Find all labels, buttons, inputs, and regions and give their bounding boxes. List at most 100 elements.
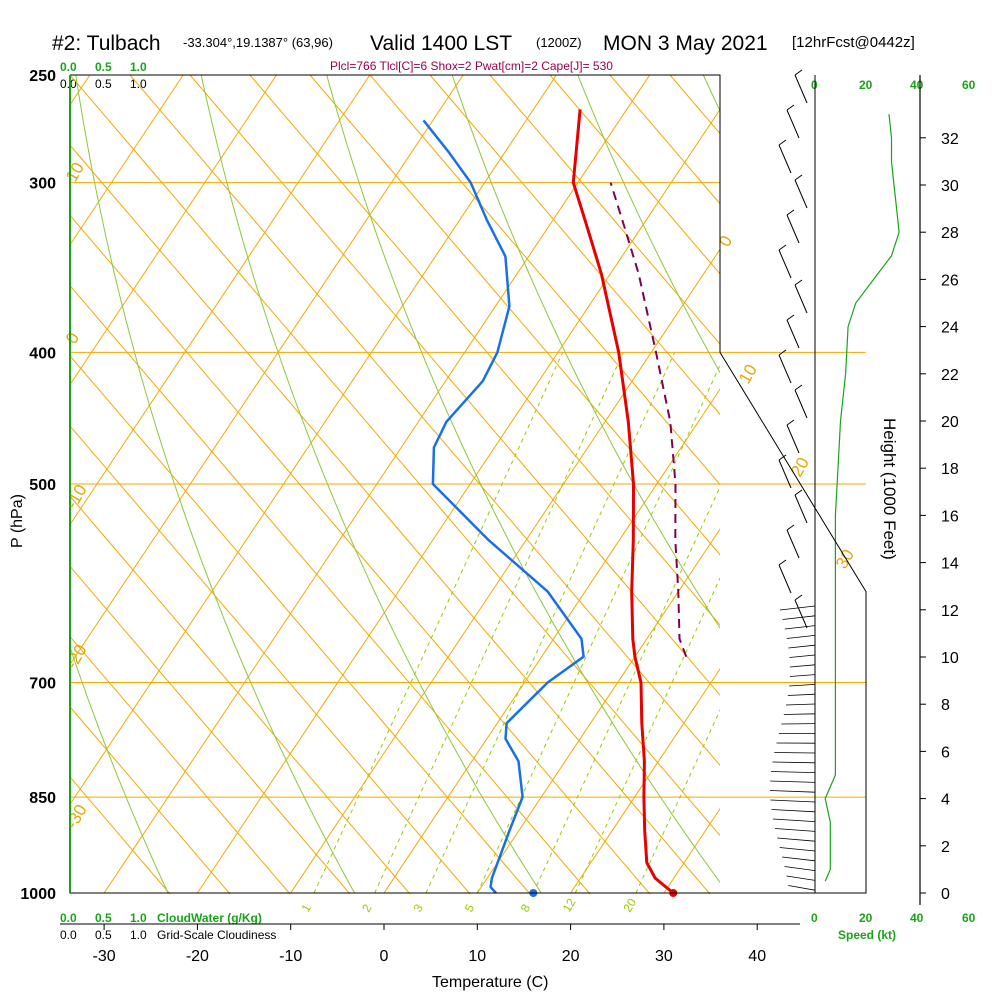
wind-barb-low-19 bbox=[769, 790, 816, 793]
speed-tick-bottom-2: 40 bbox=[910, 911, 924, 925]
isotherm-50 bbox=[851, 75, 1000, 893]
speed-tick-top-1: 20 bbox=[859, 78, 873, 92]
cloudiness-tick-bottom-0: 0.0 bbox=[60, 928, 77, 942]
mixing-ratio-line-2 bbox=[425, 352, 676, 894]
data-layer bbox=[422, 69, 900, 897]
wind-barb-0 bbox=[794, 74, 808, 104]
wind-barb-low-18 bbox=[770, 780, 816, 783]
y-axis-title: P (hPa) bbox=[9, 494, 26, 548]
mixing-ratio-label-2: 3 bbox=[410, 901, 426, 914]
cross-line-5 bbox=[369, 75, 720, 486]
height-tick-label-18: 18 bbox=[941, 461, 959, 478]
height-tick-label-14: 14 bbox=[941, 556, 959, 573]
wind-barb-flag-3 bbox=[794, 174, 803, 181]
height-tick-label-32: 32 bbox=[941, 131, 959, 148]
height-tick-label-10: 10 bbox=[941, 650, 959, 667]
x-tick-label-10: 10 bbox=[468, 948, 486, 965]
wind-barb-flag-9 bbox=[794, 384, 803, 391]
wind-barb-low-26 bbox=[782, 856, 816, 862]
mixing-ratio-line-0 bbox=[313, 352, 564, 894]
speed-tick-bottom-1: 20 bbox=[859, 911, 873, 925]
y2-axis-title: Height (1000 Feet) bbox=[880, 418, 899, 560]
wind-barb-6 bbox=[794, 284, 808, 314]
wind-barb-low-10 bbox=[785, 703, 816, 706]
diagnostics-line: Plcl=766 Tlcl[C]=6 Shox=2 Pwat[cm]=2 Cap… bbox=[330, 59, 613, 73]
cross-line-6 bbox=[429, 75, 720, 416]
wind-barb-13 bbox=[786, 529, 800, 559]
wind-barb-flag-11 bbox=[778, 454, 787, 461]
mixing-ratio-label-6: 20 bbox=[620, 896, 639, 915]
wind-barb-3 bbox=[794, 179, 808, 209]
height-tick-label-0: 0 bbox=[941, 886, 950, 903]
height-tick-label-16: 16 bbox=[941, 508, 959, 525]
wind-barb-low-23 bbox=[774, 828, 816, 832]
title-fcst: [12hrFcst@0442z] bbox=[792, 34, 915, 51]
wind-barb-flag-14 bbox=[778, 559, 787, 566]
p-tick-label-400: 400 bbox=[29, 345, 56, 362]
wind-barb-flag-10 bbox=[786, 419, 795, 426]
isotherm-label-0: 10 bbox=[62, 159, 88, 185]
height-tick-label-4: 4 bbox=[941, 792, 950, 809]
cloudwater-label: CloudWater (g/Kg) bbox=[157, 911, 262, 925]
wind-barb-low-2 bbox=[784, 625, 816, 630]
height-tick-label-28: 28 bbox=[941, 225, 959, 242]
wind-barb-flag-6 bbox=[794, 279, 803, 286]
p-tick-label-300: 300 bbox=[29, 176, 56, 193]
speed-tick-bottom-0: 0 bbox=[811, 911, 818, 925]
wind-barb-low-27 bbox=[784, 866, 816, 871]
dry-adiabat-310 bbox=[326, 75, 720, 884]
cloudwater-tick-top-2: 1.0 bbox=[130, 60, 147, 74]
p-tick-label-850: 850 bbox=[29, 790, 56, 807]
dry-adiabat-250 bbox=[70, 645, 169, 894]
x-tick-label-20: 20 bbox=[562, 948, 580, 965]
wind-barb-4 bbox=[786, 214, 800, 244]
wind-barb-low-16 bbox=[772, 761, 816, 764]
cloudiness-tick-top-0: 0.0 bbox=[60, 77, 77, 91]
wind-barb-flag-1 bbox=[786, 104, 795, 111]
cloudiness-tick-bottom-1: 0.5 bbox=[95, 928, 112, 942]
height-tick-label-12: 12 bbox=[941, 603, 959, 620]
x-tick-label-30: 30 bbox=[655, 948, 673, 965]
height-tick-label-6: 6 bbox=[941, 744, 950, 761]
isotherm-label-ext-0: 20 bbox=[787, 454, 813, 480]
p-tick-label-1000: 1000 bbox=[20, 886, 56, 903]
wind-barb-7 bbox=[786, 319, 800, 349]
wind-barb-flag-8 bbox=[778, 349, 787, 356]
isotherm-label-2: -10 bbox=[62, 481, 91, 512]
wind-barb-12 bbox=[794, 494, 808, 524]
x-tick-label-40: 40 bbox=[748, 948, 766, 965]
dry-adiabat-350 bbox=[577, 75, 720, 374]
wind-speed-line bbox=[824, 114, 900, 882]
wind-barb-low-1 bbox=[782, 615, 816, 620]
cloudwater-tick-bottom-2: 1.0 bbox=[130, 911, 147, 925]
wind-barb-low-20 bbox=[770, 799, 816, 803]
height-tick-label-24: 24 bbox=[941, 320, 959, 337]
isotherm-label-4: -30 bbox=[62, 801, 91, 832]
title-coords: -33.304°,19.1387° (63,96) bbox=[183, 35, 333, 50]
cross-line-8 bbox=[549, 75, 720, 275]
wind-barb-8 bbox=[778, 354, 792, 384]
speed-label: Speed (kt) bbox=[838, 928, 896, 942]
x-tick-label--30: -30 bbox=[93, 948, 116, 965]
wind-barb-low-11 bbox=[783, 713, 816, 715]
wind-barb-low-15 bbox=[774, 752, 816, 754]
x-tick-label-0: 0 bbox=[380, 948, 389, 965]
wind-barb-low-29 bbox=[788, 885, 816, 891]
mixing-ratio-line-1 bbox=[374, 352, 624, 894]
speed-tick-top-3: 60 bbox=[962, 78, 976, 92]
isotherm-10 bbox=[476, 528, 720, 894]
height-tick-label-22: 22 bbox=[941, 367, 959, 384]
wind-barb-flag-15 bbox=[794, 594, 803, 601]
cross-line-14 bbox=[910, 75, 1000, 894]
cross-line--6 bbox=[70, 495, 411, 895]
mixing-ratio-line-3 bbox=[476, 364, 720, 894]
temperature-line bbox=[571, 109, 675, 895]
cloudiness-tick-bottom-2: 1.0 bbox=[130, 928, 147, 942]
wind-barb-low-7 bbox=[789, 674, 816, 677]
cloudwater-tick-top-0: 0.0 bbox=[60, 60, 77, 74]
isotherm-label-5: 0 bbox=[715, 232, 736, 250]
wind-barb-low-4 bbox=[788, 644, 816, 649]
wind-barb-14 bbox=[778, 564, 792, 594]
